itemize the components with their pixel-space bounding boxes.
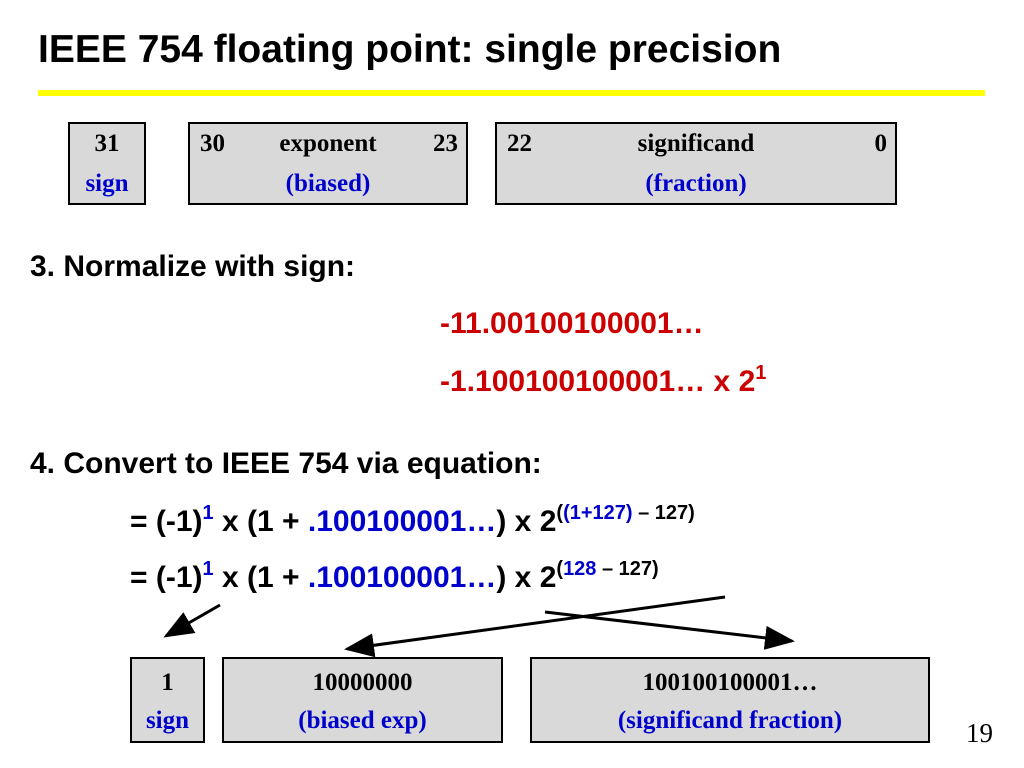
bits: 1: [161, 669, 174, 696]
eq-exp: (: [556, 502, 564, 524]
step-heading: 4. Convert to IEEE 754 via equation:: [30, 447, 542, 480]
exponent: 1: [755, 362, 767, 384]
arrow: [163, 603, 221, 638]
field-label: (fraction): [645, 170, 747, 197]
result-exponent: 10000000 (biased exp): [222, 657, 503, 743]
title-rule: [38, 90, 985, 96]
eq-text: = (-1): [130, 561, 203, 594]
eq-exp: – 127): [632, 502, 695, 524]
exponent-field: 30 exponent 23 (biased): [188, 122, 468, 205]
eq-exp: 1: [202, 558, 214, 580]
field-label: sign: [85, 170, 129, 197]
eq-exp: (1+127): [563, 502, 633, 524]
arrow: [344, 595, 726, 658]
significand-field: 22 significand 0 (fraction): [495, 122, 897, 205]
field-label: (biased exp): [298, 707, 427, 734]
field-label: (biased): [285, 170, 371, 197]
eq-text: x (1 +: [213, 505, 308, 538]
eq-exp: 128: [563, 558, 597, 580]
eq-text: ) x 2: [496, 505, 557, 538]
normalized-value: -1.100100100001… x 21: [440, 362, 767, 399]
eq-exp: – 127): [596, 558, 659, 580]
eq-text: x (1 +: [213, 561, 308, 594]
bit-index: 23: [433, 130, 458, 157]
field-label: sign: [145, 707, 190, 734]
sign-field: 31 sign: [68, 122, 146, 205]
bits: 10000000: [312, 669, 413, 696]
equation: = (-1)1 x (1 + .100100001…) x 2((1+127) …: [130, 502, 695, 539]
result-sign: 1 sign: [130, 657, 205, 743]
result-significand: 100100100001… (significand fraction): [530, 657, 930, 743]
eq-text: = (-1): [130, 505, 203, 538]
binary-value: -11.00100100001…: [440, 307, 704, 340]
step-heading: 3. Normalize with sign:: [30, 250, 356, 283]
bit-index: 22: [507, 130, 532, 157]
mantissa: -1.100100100001… x 2: [440, 365, 756, 398]
bits: 100100100001…: [642, 669, 818, 696]
equation: = (-1)1 x (1 + .100100001…) x 2(128 – 12…: [130, 558, 659, 595]
eq-exp: (: [556, 558, 564, 580]
bit-index: 31: [94, 130, 120, 157]
eq-fraction: .100100001…: [307, 561, 497, 594]
field-name: significand: [637, 130, 755, 157]
page-number: 19: [966, 718, 993, 748]
bit-index: 30: [200, 130, 225, 157]
arrow: [544, 610, 795, 650]
eq-exp: 1: [202, 502, 214, 524]
eq-fraction: .100100001…: [307, 505, 497, 538]
field-name: exponent: [279, 130, 377, 157]
field-label: (significand fraction): [617, 707, 843, 734]
eq-text: ) x 2: [496, 561, 557, 594]
bit-index: 0: [874, 130, 888, 157]
title: IEEE 754 floating point: single precisio…: [38, 28, 782, 71]
